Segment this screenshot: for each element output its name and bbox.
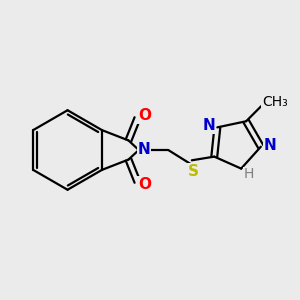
Text: N: N — [202, 118, 215, 134]
Text: O: O — [138, 108, 151, 123]
Text: H: H — [243, 167, 254, 182]
Text: S: S — [188, 164, 199, 179]
Text: O: O — [138, 177, 151, 192]
Text: N: N — [263, 138, 276, 153]
Text: N: N — [138, 142, 151, 158]
Text: CH₃: CH₃ — [262, 95, 288, 109]
